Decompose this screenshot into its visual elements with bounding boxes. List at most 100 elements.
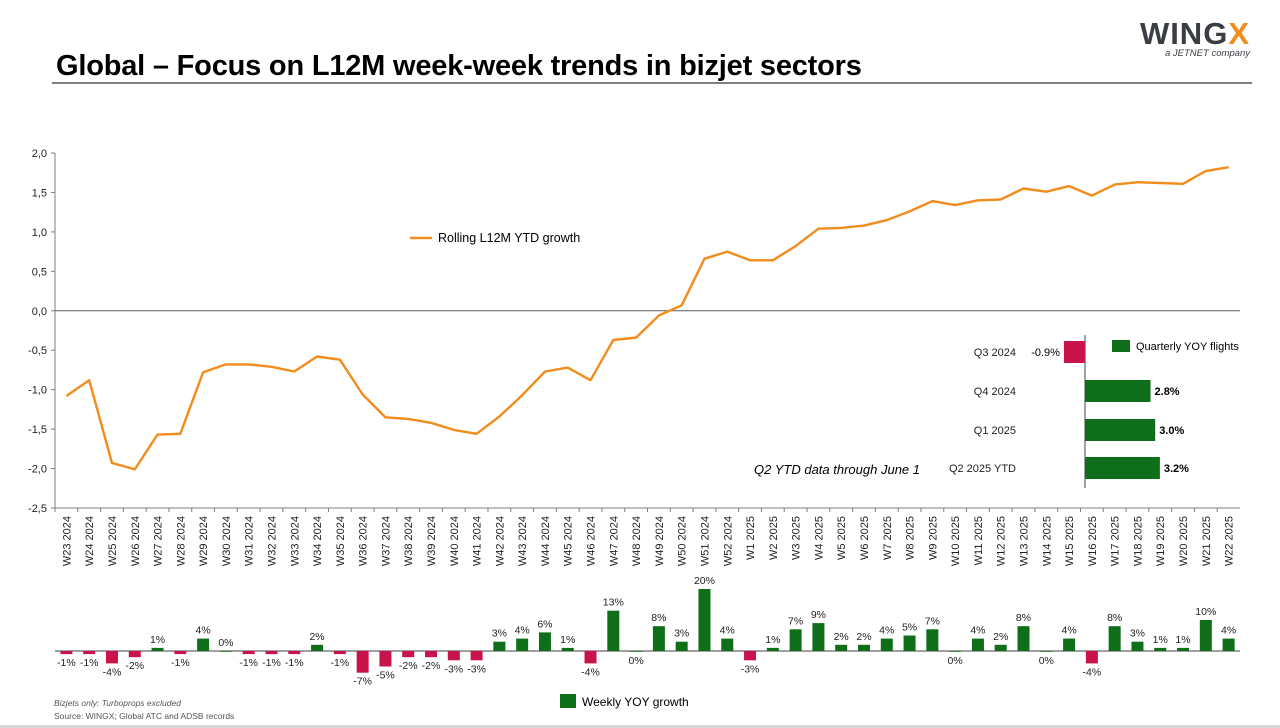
x-tick-label: W13 2025 — [1019, 516, 1031, 566]
weekly-bar-label: 8% — [1016, 612, 1031, 624]
weekly-bar-label: 7% — [788, 615, 803, 627]
weekly-bar-label: -1% — [262, 657, 281, 669]
weekly-bar-label: -4% — [103, 666, 122, 678]
weekly-bar — [470, 651, 483, 661]
weekly-bar — [356, 651, 369, 673]
weekly-bar — [447, 651, 460, 661]
x-tick-label: W41 2024 — [472, 516, 484, 566]
weekly-bar-label: 4% — [970, 625, 985, 637]
weekly-bar-label: 8% — [1107, 612, 1122, 624]
weekly-bar — [1222, 638, 1235, 651]
weekly-bar-label: 4% — [196, 625, 211, 637]
weekly-bar — [698, 589, 711, 651]
weekly-bar-label: 0% — [1039, 655, 1054, 667]
weekly-bar-label: 4% — [1061, 625, 1076, 637]
x-tick-label: W43 2024 — [517, 516, 529, 566]
weekly-bar — [1154, 647, 1167, 651]
weekly-bar — [538, 632, 551, 651]
weekly-bar — [288, 651, 301, 655]
title-divider — [52, 82, 1252, 84]
weekly-bar-label: 3% — [492, 628, 507, 640]
x-tick-label: W15 2025 — [1064, 516, 1076, 566]
weekly-bar-label: 1% — [1153, 634, 1168, 646]
weekly-bar — [561, 647, 574, 651]
x-tick-label: W31 2024 — [244, 516, 256, 566]
growth-line — [65, 166, 1229, 471]
y-tick-label: 0,0 — [32, 306, 47, 318]
weekly-bar — [265, 651, 278, 655]
weekly-bar — [493, 641, 506, 651]
weekly-bar — [128, 651, 141, 658]
x-tick-label: W40 2024 — [449, 516, 461, 566]
quarter-value-label: 3.2% — [1164, 463, 1189, 475]
weekly-bar — [630, 651, 643, 652]
x-tick-label: W7 2025 — [882, 516, 894, 560]
x-tick-label: W29 2024 — [198, 516, 210, 566]
footer-source: Source: WINGX; Global ATC and ADSB recor… — [54, 711, 235, 721]
weekly-bar — [971, 638, 984, 651]
logo-wordmark: WINGX — [1139, 16, 1250, 51]
x-tick-label: W51 2024 — [699, 516, 711, 566]
x-tick-label: W38 2024 — [403, 516, 415, 566]
weekly-bar — [652, 626, 665, 651]
weekly-bar — [379, 651, 392, 667]
quarter-value-label: 2.8% — [1155, 386, 1180, 398]
quarter-value-label: -0.9% — [1031, 347, 1060, 359]
weekly-bar — [1108, 626, 1121, 651]
x-tick-label: W45 2024 — [563, 516, 575, 566]
x-tick-label: W48 2024 — [631, 516, 643, 566]
x-tick-label: W22 2025 — [1224, 516, 1236, 566]
x-tick-label: W5 2025 — [836, 516, 848, 560]
x-tick-label: W49 2024 — [654, 516, 666, 566]
line-chart: 2,0 1,5 1,0 0,5 0,0 -0,5 -1,0 -1,5 -2,0 -2,5 W23 2… — [28, 148, 1240, 566]
weekly-bar-label: 20% — [694, 575, 715, 587]
x-tick-label: W50 2024 — [677, 516, 689, 566]
weekly-bar-label: 0% — [629, 655, 644, 667]
x-tick-label: W24 2024 — [84, 516, 96, 566]
x-tick-label: W35 2024 — [335, 516, 347, 566]
weekly-bar — [1017, 626, 1030, 651]
weekly-bar — [1199, 620, 1212, 651]
weekly-bar-chart: -1% -1%-4%-2%1%-1%4%0%-1% -1% -1%2%-1%-7%-5… — [55, 575, 1240, 709]
legend-quarter-label: Quarterly YOY flights — [1136, 341, 1239, 353]
x-tick-label: W17 2025 — [1110, 516, 1122, 566]
x-tick-label: W8 2025 — [905, 516, 917, 560]
weekly-bar-label: 2% — [309, 631, 324, 643]
weekly-bar — [219, 651, 232, 652]
x-tick-label: W20 2025 — [1178, 516, 1190, 566]
weekly-bar — [1177, 647, 1190, 651]
quarter-category-label: Q2 2025 YTD — [949, 463, 1016, 475]
weekly-bar — [1063, 638, 1076, 651]
weekly-bar — [926, 629, 939, 651]
weekly-bar — [83, 651, 96, 655]
x-tick-label: W10 2025 — [950, 516, 962, 566]
weekly-bar-label: 4% — [879, 625, 894, 637]
wingx-logo: WINGX a JETNET company — [1139, 16, 1250, 60]
x-tick-label: W14 2025 — [1041, 516, 1053, 566]
weekly-bar-label: -5% — [376, 670, 395, 682]
x-tick-label: W2 2025 — [768, 516, 780, 560]
weekly-bar-label: 2% — [856, 631, 871, 643]
weekly-bar — [1040, 651, 1053, 652]
weekly-bar — [1085, 651, 1098, 664]
x-tick-label: W4 2025 — [813, 516, 825, 560]
x-tick-label: W36 2024 — [358, 516, 370, 566]
quarter-bar — [1085, 419, 1156, 441]
weekly-bar-label: 1% — [765, 634, 780, 646]
x-tick-label: W28 2024 — [175, 516, 187, 566]
x-tick-label: W11 2025 — [973, 516, 985, 565]
weekly-bar-label: 4% — [720, 625, 735, 637]
y-tick-label: 1,0 — [32, 227, 47, 239]
weekly-bar-label: -3% — [467, 663, 486, 675]
weekly-bar-label: -1% — [331, 657, 350, 669]
weekly-bar-label: -1% — [171, 657, 190, 669]
weekly-bar-label: 0% — [218, 637, 233, 649]
weekly-bar-label: -2% — [399, 660, 418, 672]
weekly-bar-label: 1% — [560, 634, 575, 646]
x-tick-label: W9 2025 — [927, 516, 939, 560]
weekly-bar-label: 2% — [993, 631, 1008, 643]
weekly-bar-label: -1% — [239, 657, 258, 669]
x-tick-label: W25 2024 — [107, 516, 119, 566]
quarter-category-label: Q4 2024 — [974, 386, 1016, 398]
